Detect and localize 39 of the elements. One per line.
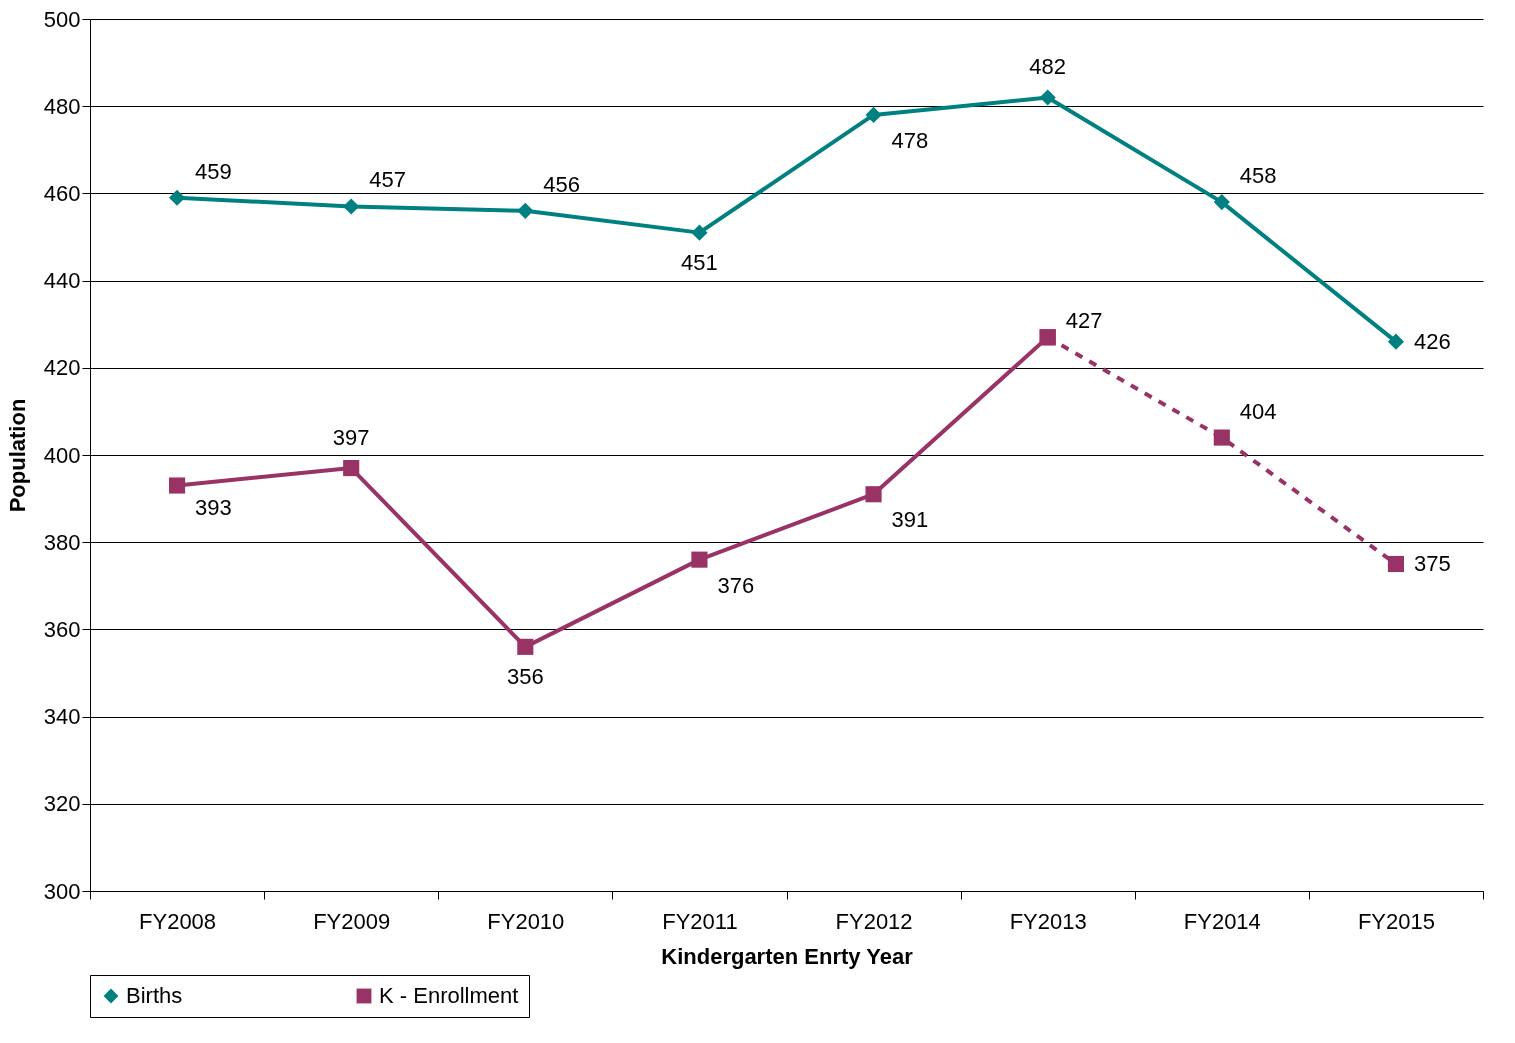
y-tick-label: 360 bbox=[43, 616, 81, 642]
data-label: 376 bbox=[717, 572, 755, 598]
data-label: 457 bbox=[369, 167, 406, 193]
legend-label: Births bbox=[126, 983, 183, 1008]
data-label: 391 bbox=[891, 507, 929, 533]
data-label: 478 bbox=[891, 127, 929, 153]
data-label: 393 bbox=[195, 494, 232, 520]
x-axis-title: Kindergarten Enrty Year bbox=[661, 943, 914, 969]
y-tick-label: 440 bbox=[43, 268, 81, 294]
x-tick-label: FY2009 bbox=[313, 908, 391, 934]
data-label: 451 bbox=[681, 249, 718, 275]
data-label: 426 bbox=[1413, 328, 1451, 354]
data-label: 404 bbox=[1239, 398, 1277, 424]
x-tick-label: FY2011 bbox=[662, 908, 738, 934]
data-label: 397 bbox=[332, 425, 370, 451]
y-tick-label: 480 bbox=[43, 93, 81, 119]
x-tick-label: FY2014 bbox=[1183, 908, 1261, 934]
data-label: 456 bbox=[543, 171, 581, 197]
y-tick-label: 340 bbox=[43, 704, 81, 730]
y-tick-label: 420 bbox=[43, 355, 81, 381]
data-label: 356 bbox=[506, 663, 544, 689]
x-tick-label: FY2010 bbox=[487, 908, 565, 934]
y-tick-label: 320 bbox=[43, 791, 81, 817]
y-tick-label: 300 bbox=[43, 878, 81, 904]
x-tick-label: FY2008 bbox=[139, 908, 217, 934]
data-label: 482 bbox=[1029, 54, 1067, 80]
x-tick-label: FY2015 bbox=[1357, 908, 1435, 934]
y-axis-title: Population bbox=[4, 398, 30, 513]
data-label: 375 bbox=[1413, 551, 1451, 576]
y-tick-label: 400 bbox=[43, 442, 81, 468]
x-tick-label: FY2013 bbox=[1009, 908, 1087, 934]
x-tick-label: FY2012 bbox=[835, 908, 913, 934]
y-tick-label: 380 bbox=[43, 529, 81, 555]
data-label: 458 bbox=[1239, 163, 1277, 189]
data-label: 427 bbox=[1065, 308, 1103, 334]
y-tick-label: 500 bbox=[43, 6, 81, 32]
data-label: 459 bbox=[195, 158, 232, 184]
legend-label: K - Enrollment bbox=[379, 983, 519, 1008]
y-tick-label: 460 bbox=[43, 180, 81, 206]
